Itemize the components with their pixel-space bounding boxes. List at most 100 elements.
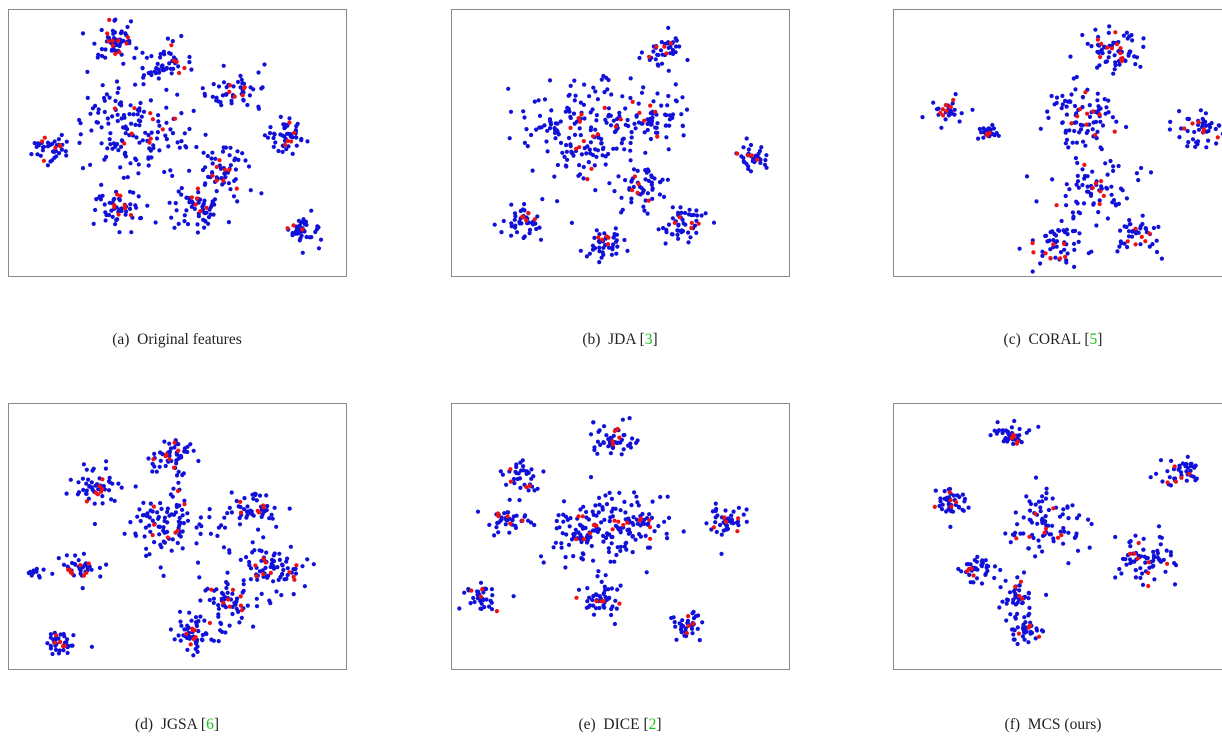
source-point — [287, 116, 292, 121]
source-point — [572, 132, 578, 137]
target-point — [576, 116, 581, 121]
source-point — [699, 213, 704, 218]
source-point — [251, 513, 256, 518]
source-point — [228, 163, 233, 168]
source-point — [1064, 137, 1070, 142]
source-point — [280, 563, 285, 568]
source-point — [191, 108, 196, 113]
target-point — [527, 483, 532, 488]
source-point — [179, 455, 184, 460]
source-point — [517, 221, 522, 226]
source-point — [517, 498, 522, 503]
target-point — [940, 107, 945, 112]
source-point — [695, 626, 700, 631]
source-point — [95, 120, 100, 125]
source-point — [1159, 535, 1164, 540]
source-point — [176, 469, 181, 474]
source-point — [1165, 469, 1170, 474]
source-point — [149, 54, 154, 59]
citation-link-e[interactable]: 2 — [648, 716, 657, 733]
source-point — [537, 225, 542, 230]
citation-link-c[interactable]: 5 — [1089, 331, 1098, 348]
source-point — [99, 27, 104, 33]
target-point — [735, 529, 740, 534]
source-point — [128, 161, 133, 166]
source-point — [1066, 145, 1071, 150]
source-point — [1138, 566, 1143, 571]
source-point — [106, 212, 112, 218]
target-point — [1016, 631, 1021, 636]
source-point — [251, 624, 256, 629]
source-point — [170, 39, 175, 44]
source-point — [223, 92, 229, 97]
source-point — [1087, 545, 1092, 550]
source-point — [196, 190, 201, 195]
source-point — [152, 69, 157, 74]
source-point — [666, 147, 671, 152]
source-point — [119, 138, 124, 143]
source-point — [177, 609, 183, 614]
source-point — [590, 509, 595, 514]
source-point — [318, 237, 324, 242]
source-point — [1176, 467, 1181, 472]
target-point — [508, 479, 513, 484]
source-point — [681, 133, 686, 138]
source-point — [633, 537, 638, 542]
source-point — [586, 604, 591, 609]
source-point — [286, 131, 291, 136]
source-point — [746, 164, 751, 169]
citation-link-b[interactable]: 3 — [644, 331, 653, 348]
source-point — [241, 81, 247, 86]
source-point — [644, 570, 649, 575]
source-point — [1214, 141, 1219, 146]
source-point — [611, 118, 616, 123]
source-point — [534, 226, 539, 232]
source-point — [173, 510, 178, 515]
source-point — [1167, 127, 1172, 132]
target-point — [508, 521, 513, 526]
source-point — [496, 530, 501, 535]
source-point — [522, 140, 527, 145]
source-point — [741, 512, 746, 517]
source-point — [1060, 120, 1065, 125]
source-point — [84, 481, 89, 486]
source-point — [91, 466, 96, 471]
citation-link-d[interactable]: 6 — [206, 716, 214, 733]
source-point — [578, 248, 583, 253]
source-point — [104, 562, 109, 567]
source-point — [673, 82, 678, 87]
source-point — [210, 150, 215, 155]
source-point — [578, 133, 583, 138]
source-point — [225, 511, 230, 516]
source-point — [106, 479, 112, 484]
source-point — [979, 581, 985, 586]
source-point — [512, 217, 517, 222]
source-point — [159, 545, 164, 550]
target-point — [1027, 623, 1033, 628]
source-point — [276, 148, 281, 154]
target-point — [173, 116, 178, 121]
source-point — [629, 130, 634, 135]
source-point — [175, 140, 180, 145]
source-point — [571, 554, 576, 559]
source-point — [1127, 218, 1132, 223]
source-point — [259, 86, 264, 91]
source-point — [1080, 32, 1085, 38]
source-point — [966, 505, 971, 510]
source-point — [639, 50, 644, 55]
target-point — [1146, 583, 1151, 589]
target-point — [285, 226, 290, 231]
source-point — [602, 605, 607, 610]
source-point — [187, 198, 192, 204]
target-point — [576, 514, 581, 519]
source-point — [592, 235, 597, 240]
source-point — [1107, 24, 1112, 29]
source-point — [99, 125, 104, 130]
source-point — [942, 496, 947, 501]
source-point — [95, 55, 100, 60]
target-point — [287, 570, 292, 575]
target-point — [647, 54, 652, 60]
source-point — [86, 477, 91, 482]
caption-title-e: DICE — [603, 716, 640, 733]
source-point — [263, 565, 268, 570]
